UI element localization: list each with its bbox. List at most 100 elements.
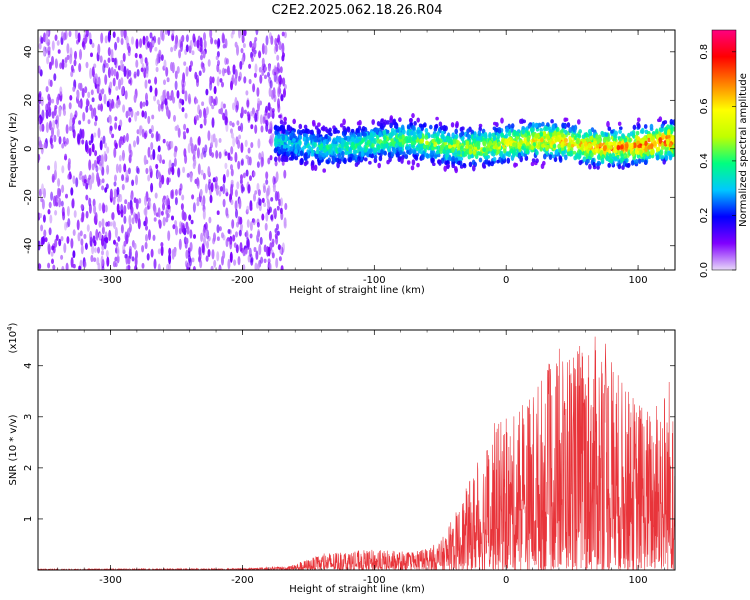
spectrogram-noise-cell bbox=[267, 71, 270, 78]
spectrogram-noise-cell bbox=[93, 159, 97, 167]
spectrogram-signal-cell bbox=[357, 156, 361, 161]
y-tick-label: 0 bbox=[23, 146, 34, 152]
spectrogram-noise-cell bbox=[134, 265, 138, 270]
spectrogram-noise-cell bbox=[254, 112, 258, 123]
spectrogram-noise-cell bbox=[173, 44, 177, 52]
spectrogram-noise-cell bbox=[167, 109, 171, 119]
spectrogram-noise-cell bbox=[254, 124, 258, 134]
spectrogram-noise-cell bbox=[115, 163, 119, 174]
spectrogram-noise-cell bbox=[232, 102, 235, 111]
spectrogram-signal-cell bbox=[277, 138, 282, 143]
y-tick-label: 40 bbox=[23, 45, 34, 58]
spectrogram-signal-cell bbox=[644, 146, 648, 153]
spectrogram-noise-cell bbox=[231, 219, 235, 229]
spectrogram-noise-cell bbox=[249, 220, 253, 232]
spectrogram-noise-cell bbox=[120, 37, 124, 46]
spectrogram-noise-cell bbox=[81, 41, 85, 48]
spectrogram-signal-cell bbox=[526, 135, 531, 143]
spectrogram-signal-cell bbox=[612, 140, 617, 146]
spectrogram-noise-cell bbox=[93, 132, 97, 138]
spectrogram-signal-cell bbox=[506, 157, 511, 164]
spectrogram-signal-cell bbox=[639, 149, 643, 155]
spectrogram-noise-cell bbox=[163, 195, 166, 200]
spectrogram-noise-cell bbox=[138, 197, 142, 204]
spectrogram-signal-cell bbox=[501, 137, 505, 143]
spectrogram-noise-cell bbox=[61, 265, 65, 270]
spectrogram-noise-cell bbox=[280, 197, 283, 207]
spectrogram-signal-cell bbox=[623, 152, 628, 159]
spectrogram-signal-cell bbox=[433, 154, 438, 159]
spectrogram-signal-cell bbox=[424, 134, 429, 140]
spectrogram-noise-cell bbox=[265, 171, 269, 180]
spectrogram-signal-cell bbox=[550, 119, 554, 124]
spectrogram-signal-cell bbox=[411, 144, 416, 149]
spectrogram-noise-cell bbox=[74, 50, 77, 60]
spectrogram-noise-cell bbox=[41, 183, 44, 195]
spectrogram-noise-cell bbox=[177, 167, 181, 178]
spectrogram-signal-cell bbox=[409, 147, 413, 155]
spectrogram-noise-cell bbox=[233, 259, 237, 266]
spectrogram-noise-cell bbox=[264, 66, 267, 72]
spectrogram-signal-cell bbox=[413, 121, 417, 126]
spectrogram-noise-cell bbox=[123, 215, 127, 224]
spectrogram-noise-cell bbox=[260, 156, 264, 168]
spectrogram-noise-cell bbox=[88, 197, 92, 207]
spectrogram-signal-cell bbox=[411, 159, 416, 166]
spectrogram-signal-cell bbox=[343, 157, 347, 165]
spectrogram-signal-cell bbox=[548, 126, 552, 133]
spectrogram-noise-cell bbox=[200, 232, 204, 242]
spectrogram-noise-cell bbox=[122, 134, 126, 144]
spectrogram-noise-cell bbox=[230, 146, 234, 155]
spectrogram-signal-cell bbox=[539, 146, 543, 152]
spectrogram-signal-cell bbox=[496, 159, 500, 164]
spectrogram-noise-cell bbox=[258, 243, 262, 256]
spectrogram-signal-cell bbox=[299, 129, 303, 136]
spectrogram-noise-cell bbox=[115, 71, 119, 80]
spectrogram-signal-cell bbox=[411, 113, 415, 119]
spectrogram-noise-cell bbox=[45, 33, 49, 45]
spectrogram-noise-cell bbox=[221, 32, 225, 44]
spectrogram-signal-cell bbox=[377, 162, 382, 169]
spectrogram-signal-cell bbox=[359, 140, 363, 145]
spectrogram-noise-cell bbox=[57, 49, 61, 54]
spectrogram-noise-cell bbox=[249, 233, 253, 239]
spectrogram-noise-cell bbox=[107, 220, 111, 227]
spectrogram-noise-cell bbox=[250, 257, 254, 263]
spectrogram-noise-cell bbox=[277, 98, 280, 109]
spectrogram-noise-cell bbox=[179, 98, 183, 104]
spectrogram-signal-cell bbox=[643, 124, 648, 129]
spectrogram-signal-cell bbox=[585, 133, 590, 138]
spectrogram-noise-cell bbox=[188, 45, 192, 54]
spectrogram-signal-cell bbox=[314, 125, 319, 130]
spectrogram-noise-cell bbox=[259, 74, 263, 84]
spectrogram-signal-cell bbox=[454, 157, 459, 163]
spectrogram-noise-cell bbox=[42, 46, 46, 57]
spectrogram-signal-cell bbox=[560, 146, 565, 152]
spectrogram-signal-cell bbox=[564, 154, 568, 161]
spectrogram-noise-cell bbox=[152, 234, 156, 241]
spectrogram-signal-cell bbox=[430, 134, 435, 139]
spectrogram-noise-cell bbox=[225, 188, 228, 193]
spectrogram-noise-cell bbox=[238, 229, 242, 237]
spectrogram-signal-cell bbox=[504, 133, 509, 139]
spectrogram-noise-cell bbox=[240, 47, 244, 54]
spectrogram-signal-cell bbox=[545, 144, 549, 152]
spectrogram-noise-cell bbox=[106, 100, 110, 108]
spectrogram-signal-cell bbox=[303, 124, 308, 130]
spectrogram-noise-cell bbox=[63, 109, 66, 116]
spectrogram-signal-cell bbox=[385, 129, 390, 134]
spectrogram-noise-cell bbox=[68, 30, 72, 38]
spectrogram-noise-cell bbox=[160, 101, 164, 112]
spectrogram-noise-cell bbox=[274, 233, 278, 239]
spectrogram-noise-cell bbox=[221, 232, 224, 239]
spectrogram-noise-cell bbox=[58, 197, 62, 208]
x-tick-label: -200 bbox=[231, 575, 254, 586]
spectrogram-signal-cell bbox=[530, 127, 534, 134]
spectrogram-signal-cell bbox=[390, 151, 395, 157]
spectrogram-noise-cell bbox=[87, 119, 91, 125]
spectrogram-signal-cell bbox=[655, 134, 660, 139]
spectrogram-noise-cell bbox=[98, 232, 102, 240]
spectrogram-signal-cell bbox=[397, 156, 402, 163]
spectrogram-noise-cell bbox=[264, 45, 268, 56]
spectrogram-signal-cell bbox=[424, 128, 429, 133]
